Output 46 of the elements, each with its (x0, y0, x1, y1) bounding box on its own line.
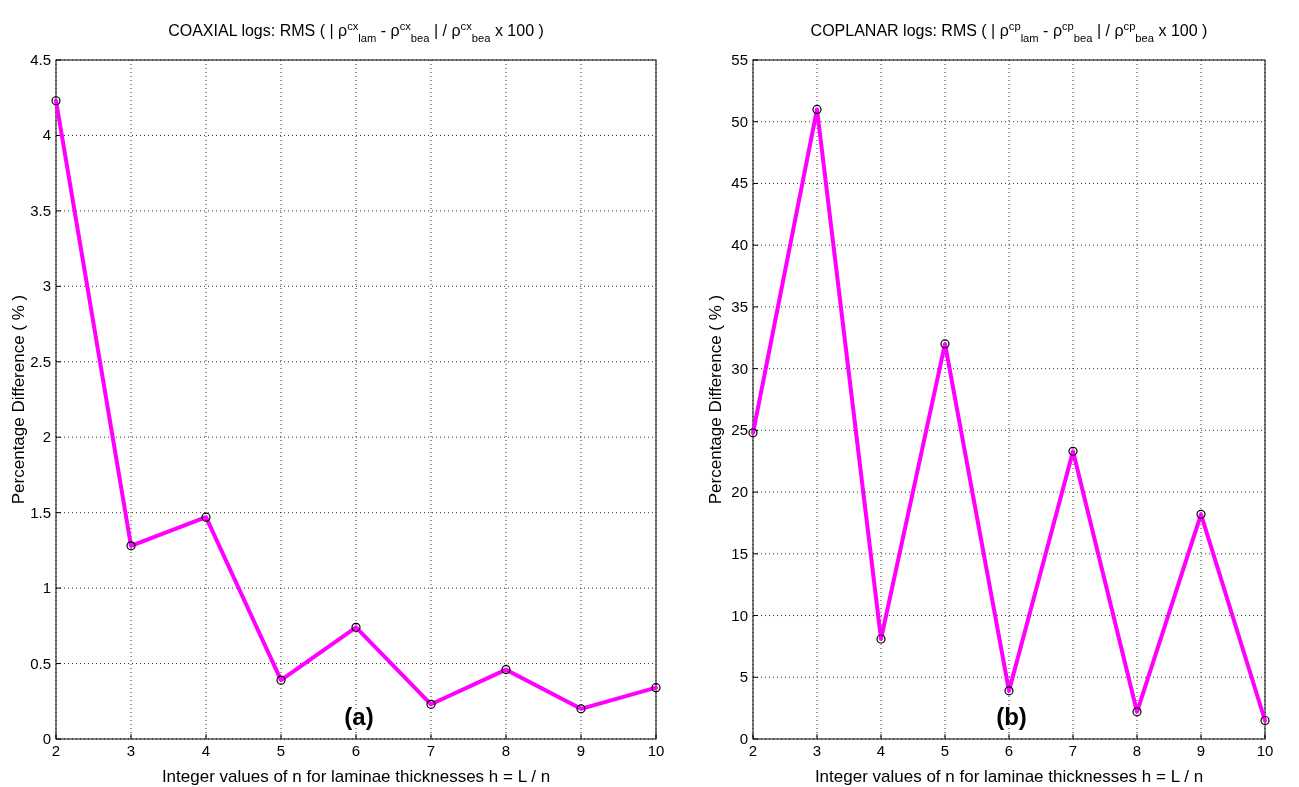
y-tick-label: 0 (739, 730, 748, 747)
x-tick-label: 3 (126, 742, 136, 759)
x-tick-label: 6 (351, 742, 361, 759)
annotation: (a) (344, 703, 374, 730)
y-tick-label: 0 (42, 730, 51, 747)
x-tick-label: 5 (940, 742, 950, 759)
y-tick-label: 15 (731, 544, 748, 562)
y-tick-label: 3.5 (30, 201, 51, 219)
y-tick-label: 40 (731, 236, 748, 254)
y-tick-label: 30 (731, 359, 748, 377)
x-tick-label: 6 (1004, 742, 1014, 759)
x-tick-label: 3 (812, 742, 822, 759)
y-tick-label: 2 (42, 428, 51, 446)
x-tick-label: 10 (1256, 742, 1274, 759)
y-tick-label: 50 (731, 112, 748, 130)
x-tick-label: 7 (1068, 742, 1078, 759)
y-tick-label: 3 (42, 277, 51, 295)
x-axis-title: Integer values of n for laminae thicknesses h = L / n (814, 767, 1204, 786)
y-tick-label: 5 (739, 668, 748, 686)
y-tick-label: 10 (731, 606, 748, 624)
x-tick-label: 7 (426, 742, 436, 759)
x-tick-label: 8 (1132, 742, 1142, 759)
x-tick-label: 5 (276, 742, 286, 759)
x-axis-title: Integer values of n for laminae thicknesses h = L / n (161, 767, 551, 786)
y-tick-label: 20 (731, 483, 748, 501)
y-tick-label: 35 (731, 297, 748, 315)
y-tick-label: 1.5 (30, 503, 51, 521)
annotation: (b) (996, 703, 1027, 730)
y-axis-title: Percentage Difference ( % ) (9, 294, 28, 505)
x-tick-label: 8 (501, 742, 511, 759)
x-tick-label: 4 (201, 742, 211, 759)
y-tick-label: 4 (42, 126, 51, 144)
y-tick-label: 2.5 (30, 352, 51, 370)
y-tick-label: 25 (731, 421, 748, 439)
y-tick-label: 1 (42, 579, 51, 597)
y-tick-label: 0.5 (30, 654, 51, 672)
x-tick-label: 4 (876, 742, 886, 759)
y-tick-label: 55 (731, 51, 748, 68)
x-tick-label: 9 (1196, 742, 1206, 759)
y-axis-title: Percentage Difference ( % ) (706, 294, 725, 505)
chart-title: COPLANAR logs: RMS ( | ρ$^{cp}$$_{lam}$ - ρ$^{cp}$$_{bea}$ | / ρ$^{cp}$$_{bea}$ x 100 ) (810, 20, 1208, 44)
x-tick-label: 10 (647, 742, 665, 759)
chart-title: COAXIAL logs: RMS ( | ρ$^{cx}$$_{lam}$ - ρ$^{cx}$$_{bea}$ | / ρ$^{cx}$$_{bea}$ x 100 ) (168, 20, 544, 44)
y-tick-label: 4.5 (30, 51, 51, 68)
y-tick-label: 45 (731, 174, 748, 192)
x-tick-label: 9 (576, 742, 586, 759)
